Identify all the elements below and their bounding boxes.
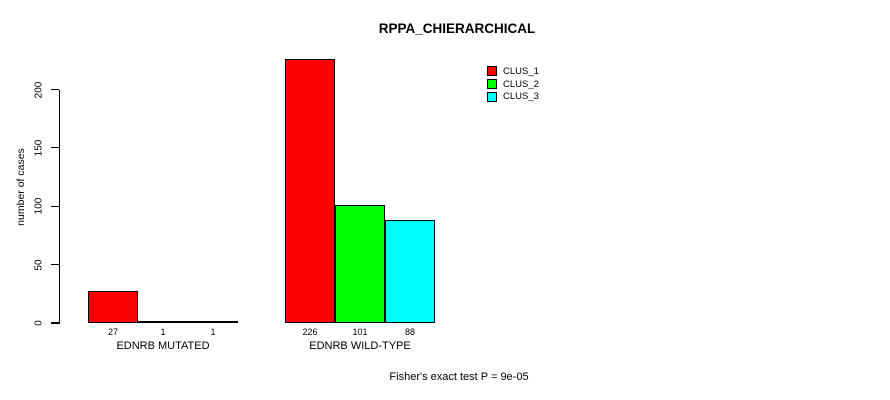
legend: CLUS_1 CLUS_2 CLUS_3 xyxy=(487,65,539,103)
bar-clus_2 xyxy=(138,321,188,323)
y-tick-label-text: 150 xyxy=(33,139,45,157)
y-tick xyxy=(51,322,59,324)
bar-clus_3 xyxy=(385,220,435,323)
legend-label: CLUS_1 xyxy=(503,65,539,77)
legend-entry-clus_1: CLUS_1 xyxy=(487,65,539,78)
bar-value-label: 226 xyxy=(302,327,318,337)
y-axis-line xyxy=(59,89,61,324)
bar-value-label: 101 xyxy=(352,327,368,337)
y-tick-label-text: 200 xyxy=(33,81,45,98)
y-tick-label-text: 0 xyxy=(33,320,45,326)
bar-value-label: 27 xyxy=(107,327,118,337)
y-axis-title-text: number of cases xyxy=(15,148,27,226)
y-tick-label-text: 50 xyxy=(33,259,45,271)
legend-entry-clus_3: CLUS_3 xyxy=(487,90,539,103)
y-tick xyxy=(51,147,59,149)
bar-value-label: 1 xyxy=(210,327,216,337)
bar-value-label: 1 xyxy=(160,327,166,337)
legend-label: CLUS_2 xyxy=(503,78,539,90)
x-category-label: EDNRB WILD-TYPE xyxy=(309,340,411,352)
y-tick xyxy=(51,205,59,207)
x-category-label: EDNRB MUTATED xyxy=(116,340,210,352)
y-tick xyxy=(51,88,59,91)
y-tick-label-text: 100 xyxy=(33,197,45,215)
legend-swatch-icon xyxy=(487,79,497,90)
bar-value-label: 88 xyxy=(404,327,415,337)
bar-clus_1 xyxy=(88,291,138,323)
footnote-text: Fisher's exact test P = 9e-05 xyxy=(389,371,529,383)
chart-title: RPPA_CHIERARCHICAL xyxy=(378,21,536,36)
legend-label: CLUS_3 xyxy=(503,91,539,103)
legend-swatch-icon xyxy=(487,66,497,77)
legend-swatch-icon xyxy=(487,91,497,102)
bar-clus_3 xyxy=(188,321,238,323)
bar-clus_1 xyxy=(285,59,335,323)
y-tick xyxy=(51,264,59,266)
legend-entry-clus_2: CLUS_2 xyxy=(487,78,539,91)
bar-clus_2 xyxy=(335,205,385,323)
